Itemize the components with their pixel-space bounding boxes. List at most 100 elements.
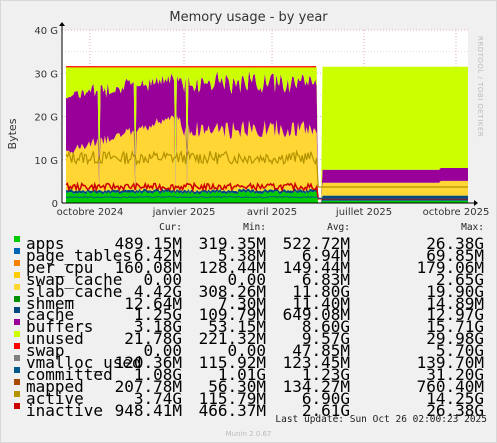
x-tick-label: octobre 2024 [57,207,124,218]
y-tick-labels: 0 10 G 20 G 30 G 40 G [34,26,58,210]
legend-row: slab_cache 4.42G 308.26M 11.80G 19.90G [0,282,497,301]
munin-version: Munin 2.0.67 [225,430,272,438]
line-active [65,149,468,188]
legend-swatch [14,307,20,314]
legend-value-cur: 21.78G [124,329,182,349]
legend-value-max: 69.85M [426,245,484,265]
legend-value-avg: 649.08M [282,305,350,325]
legend-row: per_cpu 160.08M 128.44M 149.44M 179.06M [0,258,497,277]
chart-title: Memory usage - by year [169,10,328,25]
legend-value-max: 14.25G [426,388,484,408]
legend-value-max: 31.20G [426,364,484,384]
legend-row: active 3.74G 115.79M 6.90G 14.25G [0,389,497,408]
legend-value-cur: 489.15M [114,234,182,253]
legend-label: swap [26,341,65,361]
rrdtool-credit: RRDTOOL / TOBI OETIKER [476,36,484,138]
legend-label: page_tables [26,245,132,265]
legend-value-cur: 0.00 [143,341,182,361]
legend-label: shmem [26,293,75,313]
legend-value-max: 2.65G [435,269,484,289]
legend-row: cache 1.25G 109.79M 649.08M 12.97G [0,305,497,324]
legend-value-min: 0.00 [227,341,266,361]
legend-swatch [14,247,20,254]
x-tick-label: juillet 2025 [335,207,392,218]
legend-value-min: 1.01G [217,364,266,384]
legend-value-avg: 47.85M [292,341,350,361]
legend-value-max: 26.38G [426,400,484,420]
legend-column-header: Min: [243,222,266,233]
legend-label: buffers [26,317,94,337]
y-tick-label: 40 G [34,26,58,37]
legend-value-max: 29.98G [426,329,484,349]
legend-value-avg: 149.44M [282,257,350,277]
legend-value-avg: 8.60G [301,317,350,337]
legend-label: inactive [26,400,104,420]
legend-value-max: 15.71G [426,317,484,337]
legend-row: buffers 3.18G 53.15M 8.60G 15.71G [0,317,497,336]
legend-swatch [14,271,20,278]
legend-value-cur: 120.36M [114,353,182,372]
legend-value-cur: 3.74G [133,388,182,408]
legend-swatch [14,366,20,373]
legend-value-max: 760.40M [416,376,484,396]
legend-row: committed 1.08G 1.01G 1.23G 31.20G [0,365,497,384]
legend-value-avg: 6.94M [301,245,350,265]
legend-value-min: 308.26M [198,281,266,301]
legend-swatch [14,390,20,397]
legend-value-min: 56.30M [208,376,266,396]
y-tick-label: 0 [52,199,58,210]
axes [59,22,478,206]
last-update: Last update: Sun Oct 26 02:00:23 2025 [275,414,487,425]
legend-value-max: 5.70G [435,341,484,361]
legend-value-cur: 6.42M [133,245,182,265]
legend-value-min: 0.00 [227,269,266,289]
legend-label: cache [26,305,75,325]
area-buffers [66,70,468,203]
legend-label: committed [26,364,113,384]
legend-value-min: 115.79M [198,388,266,408]
data-areas [66,66,468,203]
legend-value-min: 5.38M [217,245,266,265]
legend-swatch [14,236,20,242]
legend-value-cur: 0.00 [143,269,182,289]
legend-value-avg: 2.61G [301,400,350,420]
legend-value-avg: 6.90G [301,388,350,408]
legend-column-header: Avg: [327,222,350,233]
legend-swatch [14,295,20,302]
legend-value-max: 12.97G [426,305,484,325]
legend-value-max: 14.89M [426,293,484,313]
legend-swatch [14,343,20,350]
legend-row: swap_cache 0.00 0.00 6.83M 2.65G [0,270,497,289]
legend-row: apps 489.15M 319.35M 522.72M 26.38G [0,234,497,253]
legend-value-min: 115.92M [198,353,266,372]
legend-value-max: 179.06M [416,257,484,277]
x-tick-label: octobre 2025 [423,207,490,218]
area-slab_cache [66,115,468,203]
legend-value-min: 7.30M [217,293,266,313]
legend-value-avg: 522.72M [282,234,350,253]
legend-value-avg: 6.83M [301,269,350,289]
line-committed [65,195,468,199]
legend-value-cur: 4.42G [133,281,182,301]
legend-value-cur: 3.18G [133,317,182,337]
y-axis-arrow [59,22,65,26]
legend-value-cur: 207.78M [114,376,182,396]
legend-row: page_tables 6.42M 5.38M 6.94M 69.85M [0,246,497,265]
legend-swatch [14,259,20,266]
area-unused [66,66,468,203]
legend-label: apps [26,234,65,253]
legend-row: vmalloc_used 120.36M 115.92M 123.45M 139.70M [0,353,497,372]
chart-canvas: 0 10 G 20 G 30 G 40 G octobre 2024 janvier 20… [34,22,490,218]
legend-value-min: 221.32M [198,329,266,349]
legend-swatch [14,378,20,385]
legend-row: unused 21.78G 221.32M 9.57G 29.98G [0,329,497,348]
legend-value-min: 319.35M [198,234,266,253]
legend-label: unused [26,329,84,349]
legend-row: shmem 12.64M 7.30M 11.40M 14.89M [0,294,497,313]
legend-swatch [14,319,20,326]
legend-value-min: 53.15M [208,317,266,337]
x-tick-labels: octobre 2024 janvier 2025 avril 2025 juille… [57,207,490,218]
x-tick-label: janvier 2025 [152,207,216,218]
data-lines [65,66,468,200]
legend-label: mapped [26,376,84,396]
